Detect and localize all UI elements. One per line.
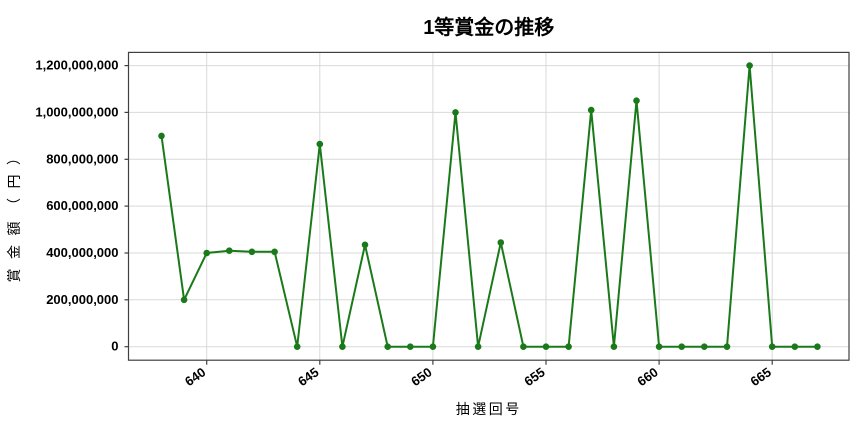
svg-text:600,000,000: 600,000,000 [46, 198, 118, 213]
svg-text:400,000,000: 400,000,000 [46, 245, 118, 260]
svg-text:800,000,000: 800,000,000 [46, 151, 118, 166]
svg-text:1,000,000,000: 1,000,000,000 [35, 104, 118, 119]
svg-text:200,000,000: 200,000,000 [46, 292, 118, 307]
svg-text:1,200,000,000: 1,200,000,000 [35, 58, 118, 73]
svg-text:0: 0 [111, 339, 118, 354]
